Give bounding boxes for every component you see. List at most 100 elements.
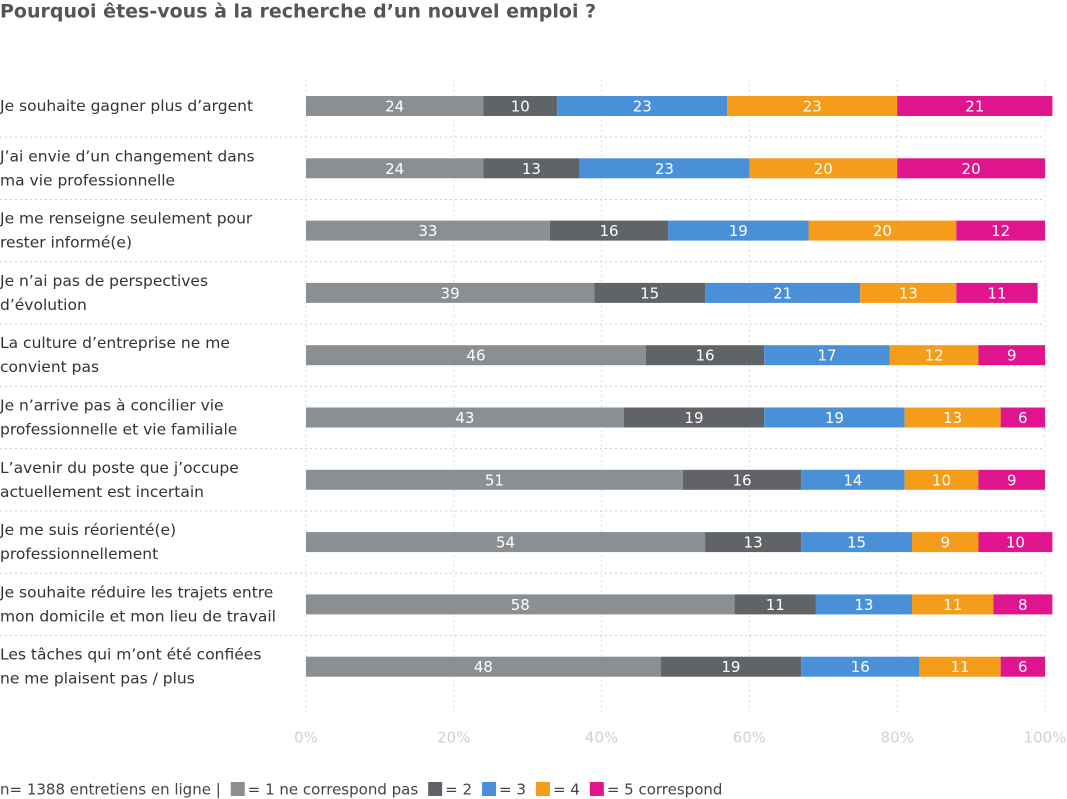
data-label: 19	[729, 222, 748, 240]
bar-segment	[594, 282, 706, 303]
data-label: 6	[1018, 658, 1028, 676]
legend-swatch	[589, 782, 604, 796]
legend-label: = 3	[499, 781, 526, 799]
data-label: 24	[385, 160, 404, 178]
bar-segment	[668, 220, 809, 241]
bar-segment	[801, 532, 912, 553]
bar-segment	[978, 469, 1045, 490]
x-tick-label: 60%	[733, 729, 766, 747]
data-label: 9	[940, 534, 950, 552]
bar-segment	[749, 158, 898, 179]
data-label: 13	[522, 160, 541, 178]
data-label: 15	[640, 284, 659, 302]
x-tick-label: 80%	[881, 729, 914, 747]
bar-segment	[727, 96, 898, 116]
category-label: Je souhaite gagner plus d’argent	[0, 97, 253, 115]
x-tick-label: 0%	[294, 729, 318, 747]
category-label: Je me renseigne seulement pour rester inf…	[0, 209, 253, 251]
bar-segment	[306, 158, 484, 179]
note: n= 1388 entretiens en ligne |	[0, 781, 221, 799]
bar-segment	[623, 407, 765, 428]
data-label: 10	[511, 98, 530, 116]
bar-segment	[306, 469, 683, 490]
bar-segment	[956, 220, 1045, 241]
bar-segment	[1000, 407, 1045, 428]
bar-segment	[306, 96, 484, 116]
data-label: 48	[474, 658, 493, 676]
legend-label: = 4	[553, 781, 580, 799]
bar-segment	[897, 96, 1053, 116]
data-label: 11	[950, 658, 969, 676]
data-label: 43	[455, 409, 474, 427]
category-label: La culture d’entreprise ne me convient pa…	[0, 334, 230, 376]
bar-segment	[993, 594, 1053, 615]
bar-segment	[904, 407, 1001, 428]
bar-segment	[764, 345, 890, 366]
data-label: 8	[1018, 596, 1028, 614]
x-tick-label: 40%	[585, 729, 618, 747]
legend-swatch	[230, 782, 245, 796]
data-label: 15	[847, 534, 866, 552]
x-tick-label: 100%	[1024, 729, 1067, 747]
x-tick-label: 20%	[437, 729, 470, 747]
data-label: 23	[655, 160, 674, 178]
data-label: 21	[773, 284, 792, 302]
data-label: 51	[485, 471, 504, 489]
data-label: 13	[854, 596, 873, 614]
bar-segment	[764, 407, 905, 428]
bar-segment	[705, 532, 802, 553]
category-label: Je n’ai pas de perspectives d’évolution	[0, 271, 208, 313]
data-label: 11	[943, 596, 962, 614]
bar-segment	[978, 345, 1045, 366]
category-label: L’avenir du poste que j’occupe actuelleme…	[0, 458, 239, 500]
data-label: 16	[732, 471, 751, 489]
bar-segment	[549, 220, 669, 241]
bar-segment	[889, 345, 979, 366]
bar-segment	[897, 158, 1045, 179]
data-label: 9	[1007, 347, 1017, 365]
category-label: Je me suis réorienté(e) professionnelleme…	[0, 521, 176, 563]
data-label: 19	[684, 409, 703, 427]
bar-segment	[682, 469, 802, 490]
data-label: 20	[873, 222, 892, 240]
bar-segment	[306, 532, 706, 553]
bar-segment	[956, 282, 1038, 303]
bar-segment	[911, 594, 994, 615]
bar-segment	[306, 220, 550, 241]
category-label: Les tâches qui m’ont été confiées ne me p…	[0, 645, 261, 687]
bar-segment	[860, 282, 957, 303]
data-label: 23	[633, 98, 652, 116]
data-label: 12	[925, 347, 944, 365]
bar-segment	[734, 594, 816, 615]
legend-swatch	[482, 782, 497, 796]
data-label: 20	[814, 160, 833, 178]
data-label: 11	[987, 284, 1006, 302]
chart-title: Pourquoi êtes-vous à la recherche d’un n…	[0, 1, 596, 23]
data-label: 21	[965, 98, 984, 116]
bar-segment	[801, 656, 920, 677]
category-label: J’ai envie d’un changement dans ma vie pr…	[0, 147, 255, 189]
data-label: 19	[721, 658, 740, 676]
bar-segment	[306, 407, 624, 428]
bar-segment	[815, 594, 912, 615]
bar-segment	[306, 345, 646, 366]
bar-segment	[705, 282, 861, 303]
data-label: 10	[1006, 534, 1025, 552]
data-label: 16	[696, 347, 715, 365]
data-label: 20	[962, 160, 981, 178]
data-label: 13	[899, 284, 918, 302]
data-label: 24	[385, 98, 404, 116]
category-label: Je souhaite réduire les trajets entre mon…	[0, 583, 276, 625]
data-label: 12	[991, 222, 1010, 240]
bar-segment	[306, 282, 595, 303]
bar-segment	[306, 656, 661, 677]
bar-segment	[645, 345, 765, 366]
data-label: 16	[851, 658, 870, 676]
bar-segment	[579, 158, 750, 179]
bar-segment	[660, 656, 802, 677]
bar-segment	[483, 96, 558, 116]
data-label: 19	[825, 409, 844, 427]
bar-segment	[306, 594, 735, 615]
data-label: 39	[441, 284, 460, 302]
